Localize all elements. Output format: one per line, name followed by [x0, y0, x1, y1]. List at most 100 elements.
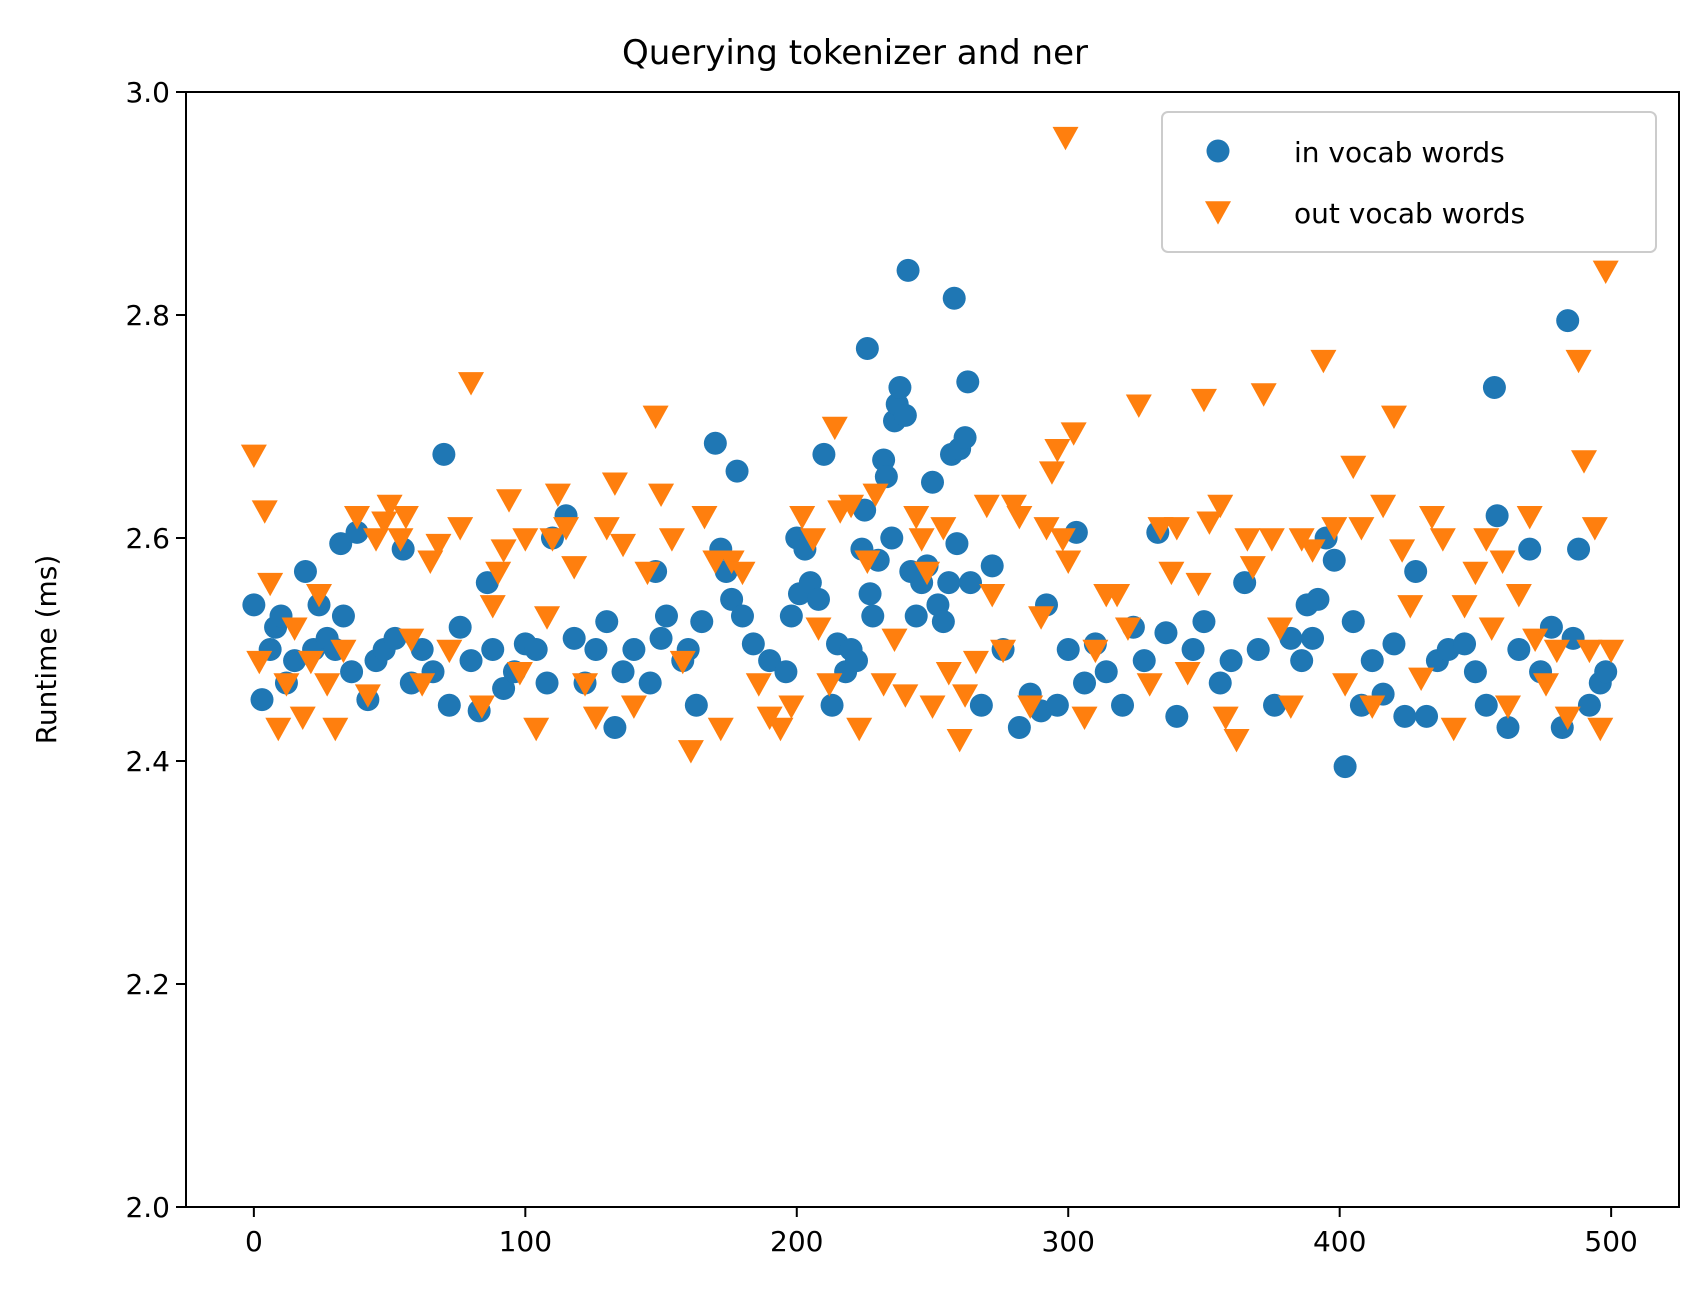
in-vocab-point [250, 688, 274, 712]
in-vocab-point [1045, 693, 1069, 717]
y-tick-label: 3.0 [125, 76, 170, 109]
out-vocab-point [805, 617, 832, 641]
in-vocab-point [980, 554, 1004, 578]
in-vocab-point [1453, 632, 1477, 656]
out-vocab-point [1006, 505, 1033, 530]
out-vocab-point [1598, 639, 1625, 664]
out-vocab-point [789, 505, 816, 530]
out-vocab-point [392, 505, 419, 530]
in-vocab-point [1393, 704, 1417, 728]
out-vocab-point [1136, 673, 1163, 697]
out-vocab-point [593, 517, 620, 541]
in-vocab-point [331, 604, 355, 628]
in-vocab-point [1094, 660, 1118, 684]
in-vocab-point [535, 671, 559, 695]
out-vocab-point [479, 595, 506, 619]
out-vocab-point [1250, 383, 1277, 407]
out-vocab-point [468, 695, 495, 719]
out-vocab-point [620, 695, 647, 719]
in-vocab-point [888, 375, 912, 399]
in-vocab-point [1360, 649, 1384, 673]
out-vocab-point [490, 539, 517, 563]
in-vocab-point [1518, 537, 1542, 561]
out-vocab-point [1516, 505, 1543, 530]
y-tick-label: 2.8 [125, 299, 170, 332]
in-vocab-point [855, 336, 879, 360]
in-vocab-point [956, 370, 980, 394]
out-vocab-point [425, 533, 452, 558]
out-vocab-point [363, 528, 390, 552]
out-vocab-point [990, 639, 1017, 664]
in-vocab-point [684, 693, 708, 717]
in-vocab-point [1482, 375, 1506, 399]
in-vocab-point [1556, 309, 1580, 333]
in-vocab-point [1341, 610, 1365, 634]
out-vocab-point [1277, 695, 1304, 719]
out-vocab-point [1266, 617, 1293, 641]
in-vocab-point [654, 604, 678, 628]
out-vocab-point [1082, 639, 1109, 664]
out-vocab-point [1478, 617, 1505, 641]
in-vocab-point [1165, 704, 1189, 728]
out-vocab-point [1332, 673, 1359, 697]
in-vocab-point [904, 604, 928, 628]
out-vocab-point [634, 561, 661, 586]
out-vocab-point [952, 684, 979, 708]
out-vocab-point [1418, 505, 1445, 530]
out-vocab-point [1522, 628, 1549, 652]
out-vocab-point [1505, 584, 1532, 608]
out-vocab-point [1052, 126, 1079, 151]
x-tick-label: 300 [1042, 1225, 1095, 1258]
in-vocab-point [448, 615, 472, 639]
out-vocab-point [658, 528, 685, 552]
out-vocab-point [1389, 539, 1416, 563]
out-vocab-point [1212, 706, 1239, 731]
out-vocab-point [1033, 517, 1060, 541]
out-vocab-point [458, 372, 485, 396]
out-vocab-point [1581, 517, 1608, 541]
y-tick-label: 2.0 [125, 1191, 170, 1224]
out-vocab-point [862, 483, 889, 508]
out-vocab-point [297, 650, 324, 675]
in-vocab-point [1219, 649, 1243, 673]
x-tick-label: 500 [1584, 1225, 1637, 1258]
in-vocab-point [1056, 638, 1080, 661]
out-vocab-point [1570, 450, 1597, 474]
out-vocab-point [1397, 595, 1424, 619]
out-vocab-point [767, 717, 794, 742]
out-vocab-point [1185, 572, 1212, 597]
in-vocab-point [1279, 626, 1303, 650]
out-vocab-point [1451, 595, 1478, 619]
out-vocab-point [572, 673, 599, 697]
in-vocab-point [562, 626, 586, 650]
out-vocab-point [610, 533, 637, 558]
in-vocab-point [622, 638, 646, 661]
in-vocab-point [931, 610, 955, 634]
out-vocab-point [523, 717, 550, 742]
out-vocab-point [821, 416, 848, 441]
out-vocab-point [1543, 639, 1570, 664]
x-tick-label: 200 [770, 1225, 823, 1258]
x-tick-label: 100 [499, 1225, 552, 1258]
out-vocab-point [496, 489, 523, 513]
out-vocab-point [1473, 528, 1500, 552]
out-vocab-point [601, 472, 628, 496]
out-vocab-point [691, 505, 718, 530]
out-vocab-point [1114, 617, 1141, 641]
chart-title: Querying tokenizer and ner [622, 33, 1088, 73]
out-vocab-point [973, 494, 1000, 519]
out-vocab-point [544, 483, 571, 508]
out-vocab-point [1158, 561, 1185, 586]
in-vocab-point [1496, 716, 1520, 740]
out-vocab-point [881, 628, 908, 652]
y-tick-label: 2.2 [125, 968, 170, 1001]
out-vocab-point [1576, 639, 1603, 664]
out-vocab-point [677, 740, 704, 764]
in-vocab-point [1007, 716, 1031, 740]
in-vocab-point [858, 582, 882, 606]
out-vocab-point [344, 505, 371, 530]
out-vocab-point [903, 505, 930, 530]
axis-ticks: 0 100 200 300 400 500 2.0 2.2 2.4 2.6 2.8 3.0 [125, 76, 1637, 1258]
in-vocab-point [410, 638, 434, 661]
out-vocab-point [314, 673, 341, 697]
